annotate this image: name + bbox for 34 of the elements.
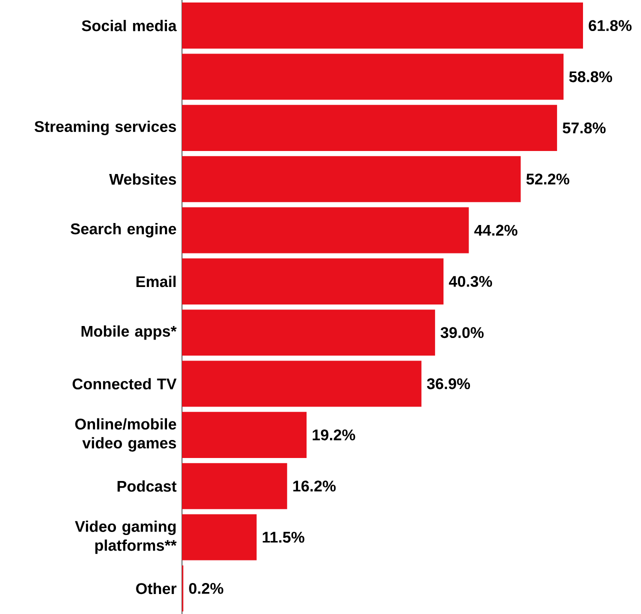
bar [182, 207, 469, 254]
bar [182, 360, 422, 407]
data-label: 57.8% [562, 122, 606, 134]
y-tick-label: Websites [109, 173, 176, 185]
y-tick-label: Video gaming platforms** [74, 520, 177, 554]
y-tick-label: Social media [82, 20, 177, 32]
data-label: 61.8% [588, 20, 632, 32]
bar [182, 258, 444, 304]
bar [182, 54, 564, 100]
y-tick-label: Online/mobile video games [75, 418, 176, 452]
bar [182, 463, 288, 510]
y-tick-label: Connected TV [72, 378, 177, 390]
data-label: 19.2% [312, 429, 356, 440]
y-tick-label: Search engine [70, 223, 176, 238]
y-tick-label: Streaming services [34, 120, 176, 136]
data-label: 36.9% [426, 378, 470, 390]
bar [182, 2, 584, 49]
data-label: 40.3% [448, 276, 492, 287]
bar [182, 104, 558, 151]
bar [182, 156, 521, 202]
data-label: 39.0% [440, 327, 484, 338]
y-tick-label: Other [136, 582, 176, 594]
y-tick-label: Podcast [118, 480, 176, 492]
data-label: 11.5% [262, 532, 304, 543]
y-tick-label: Mobile apps* [82, 325, 177, 340]
bar [182, 310, 436, 356]
bar [182, 412, 307, 458]
data-label: 52.2% [526, 174, 570, 185]
data-label: 0.2% [189, 582, 224, 594]
data-label: 44.2% [474, 224, 518, 236]
bar [182, 514, 257, 560]
data-label: 16.2% [293, 480, 336, 492]
data-label: 58.8% [569, 71, 612, 82]
y-tick-label: Email [136, 276, 176, 288]
